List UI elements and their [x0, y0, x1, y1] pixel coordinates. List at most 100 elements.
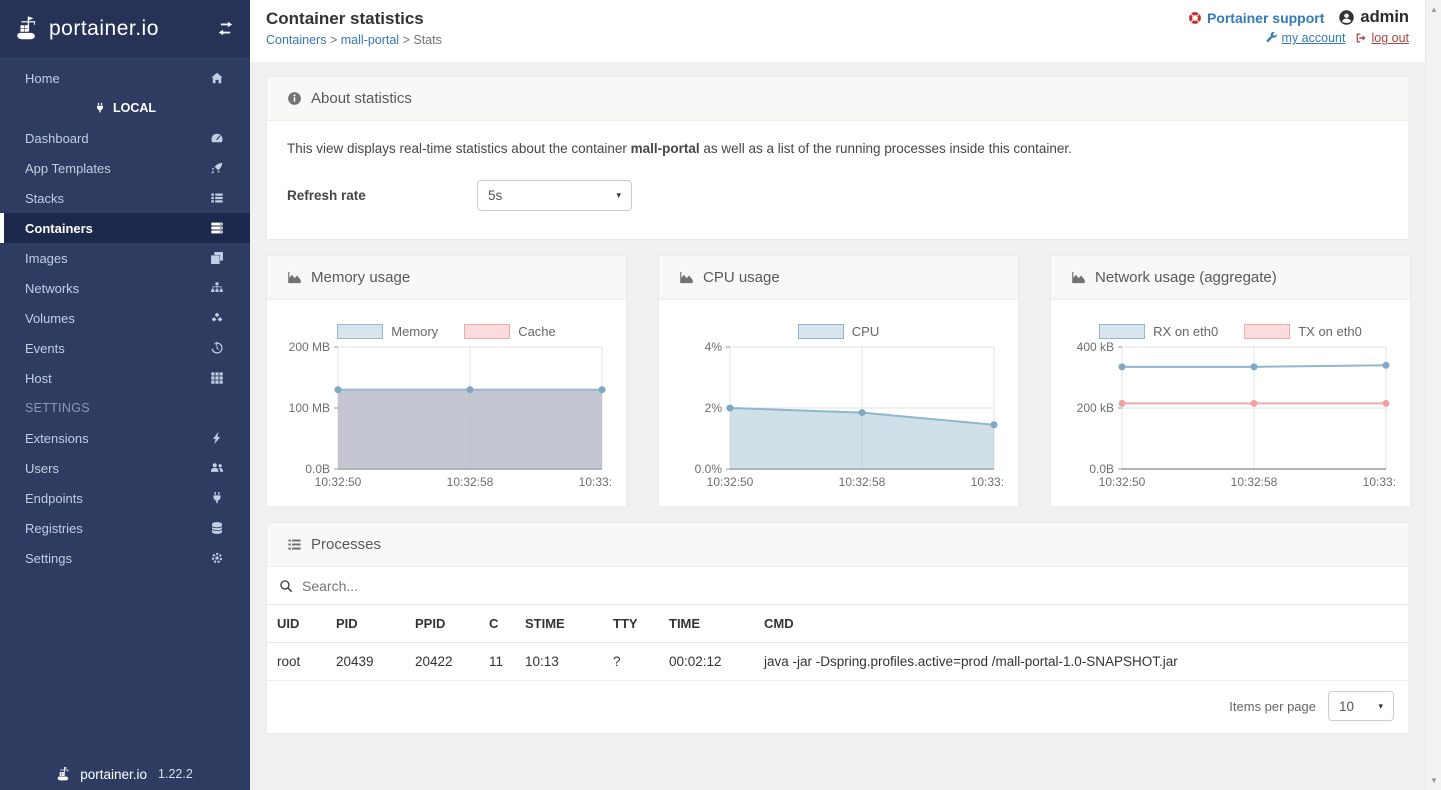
cpu-usage-header: CPU usage [659, 256, 1018, 300]
refresh-rate-select[interactable]: 5s ▾ [477, 180, 632, 211]
sidebar-item-volumes[interactable]: Volumes [0, 303, 250, 333]
logout-link[interactable]: log out [1355, 31, 1409, 45]
svg-text:10:32:58: 10:32:58 [839, 475, 886, 489]
user-circle-icon [1338, 9, 1355, 26]
legend-item: Cache [464, 324, 556, 339]
sidebar-item-endpoints[interactable]: Endpoints [0, 483, 250, 513]
history-icon [210, 341, 224, 355]
portainer-logo-icon [57, 766, 73, 782]
search-bar [267, 567, 1408, 605]
svg-text:10:33:02: 10:33:02 [579, 475, 611, 489]
info-circle-icon [287, 91, 302, 106]
cell-c: 11 [479, 642, 515, 681]
scroll-up-icon[interactable]: ▲ [1430, 5, 1438, 14]
breadcrumb: Containers > mall-portal > Stats [266, 33, 1409, 47]
sidebar-item-settings[interactable]: Settings [0, 543, 250, 573]
cpu-chart-legend: CPU [674, 324, 1003, 339]
cell-ppid: 20422 [405, 642, 479, 681]
processes-table: UID PID PPID C STIME TTY TIME CMD root [267, 605, 1408, 681]
page-header: Container statistics Containers > mall-p… [250, 0, 1425, 62]
cubes-icon [210, 311, 224, 325]
svg-text:0.0%: 0.0% [695, 462, 723, 476]
column-header-uid: UID [267, 605, 326, 643]
sidebar-item-containers[interactable]: Containers [0, 213, 250, 243]
about-statistics-body: This view displays real-time statistics … [267, 121, 1408, 239]
legend-swatch [797, 324, 844, 339]
wrench-icon [1266, 32, 1278, 44]
legend-swatch [337, 324, 384, 339]
about-statistics-header: About statistics [267, 77, 1408, 121]
container-name: mall-portal [630, 141, 700, 156]
content: About statistics This view displays real… [250, 62, 1425, 790]
table-header-row: UID PID PPID C STIME TTY TIME CMD [267, 605, 1408, 643]
copy-icon [210, 251, 224, 265]
search-input[interactable] [302, 577, 1396, 594]
page-title: Container statistics [266, 9, 424, 28]
caret-down-icon: ▾ [1378, 700, 1383, 711]
memory-usage-panel: Memory usage Memory Cache 10:32:50 10:32:5… [266, 255, 627, 507]
sidebar-item-networks[interactable]: Networks [0, 273, 250, 303]
processes-header: Processes [267, 523, 1408, 567]
sidebar-item-app-templates[interactable]: App Templates [0, 153, 250, 183]
network-chart-legend: RX on eth0 TX on eth0 [1066, 324, 1395, 339]
legend-item: RX on eth0 [1099, 324, 1218, 339]
version-label: 1.22.2 [158, 767, 193, 781]
sidebar-item-host[interactable]: Host [0, 363, 250, 393]
svg-text:0.0B: 0.0B [1089, 462, 1114, 476]
legend-label: TX on eth0 [1298, 324, 1362, 339]
svg-text:100 MB: 100 MB [289, 401, 330, 415]
legend-item: CPU [797, 324, 879, 339]
sign-out-icon [1355, 32, 1367, 44]
user-menu[interactable]: admin [1338, 8, 1409, 27]
page-scrollbar[interactable]: ▲ ▼ [1425, 0, 1441, 790]
sidebar-item-registries[interactable]: Registries [0, 513, 250, 543]
sidebar-item-users[interactable]: Users [0, 453, 250, 483]
charts-row: Memory usage Memory Cache 10:32:50 10:32:5… [266, 255, 1411, 522]
sidebar-menu: Home LOCAL Dashboard App Templates Stack… [0, 57, 250, 573]
svg-text:400 kB: 400 kB [1077, 341, 1114, 354]
sidebar-endpoint-local[interactable]: LOCAL [0, 93, 250, 123]
endpoint-switch-icon[interactable] [217, 20, 234, 37]
plug-icon [210, 491, 224, 505]
legend-label: Memory [391, 324, 439, 339]
svg-text:200 MB: 200 MB [289, 341, 330, 354]
legend-item: Memory [337, 324, 438, 339]
cell-time: 00:02:12 [659, 642, 754, 681]
svg-text:10:32:58: 10:32:58 [447, 475, 494, 489]
network-usage-header: Network usage (aggregate) [1051, 256, 1410, 300]
network-usage-chart: 10:32:50 10:32:58 10:33:02 0.0B 200 kB 400 kB [1077, 340, 1410, 489]
items-per-page-label: Items per page [1229, 698, 1316, 714]
breadcrumb-current: Stats [413, 33, 442, 47]
sidebar-item-extensions[interactable]: Extensions [0, 423, 250, 453]
sidebar-section-settings: SETTINGS [25, 401, 90, 415]
sidebar-item-events[interactable]: Events [0, 333, 250, 363]
portainer-support-link[interactable]: Portainer support [1188, 10, 1324, 26]
about-description: This view displays real-time statistics … [287, 141, 1072, 156]
server-icon [210, 221, 224, 235]
svg-text:200 kB: 200 kB [1077, 401, 1114, 415]
my-account-link[interactable]: my account [1266, 31, 1345, 45]
legend-label: RX on eth0 [1153, 324, 1219, 339]
sidebar-item-stacks[interactable]: Stacks [0, 183, 250, 213]
breadcrumb-containers-link[interactable]: Containers [266, 33, 327, 47]
scroll-down-icon[interactable]: ▼ [1430, 776, 1438, 785]
main-area: Container statistics Containers > mall-p… [250, 0, 1425, 790]
life-ring-icon [1188, 11, 1202, 25]
sidebar-item-images[interactable]: Images [0, 243, 250, 273]
area-chart-icon [287, 270, 302, 285]
breadcrumb-container-link[interactable]: mall-portal [340, 33, 400, 47]
column-header-pid: PID [326, 605, 405, 643]
breadcrumb-separator: > [329, 33, 338, 47]
rocket-icon [210, 161, 224, 175]
items-per-page-select[interactable]: 10 ▾ [1328, 691, 1394, 721]
portainer-logo-icon [16, 15, 43, 42]
sidebar-item-dashboard[interactable]: Dashboard [0, 123, 250, 153]
column-header-tty: TTY [603, 605, 659, 643]
sidebar-logo[interactable]: portainer.io [0, 0, 250, 57]
svg-text:10:33:02: 10:33:02 [1363, 475, 1395, 489]
grid-icon [210, 371, 224, 385]
breadcrumb-separator: > [402, 33, 410, 47]
search-icon [279, 579, 293, 593]
cell-pid: 20439 [326, 642, 405, 681]
sidebar-item-home[interactable]: Home [0, 63, 250, 93]
